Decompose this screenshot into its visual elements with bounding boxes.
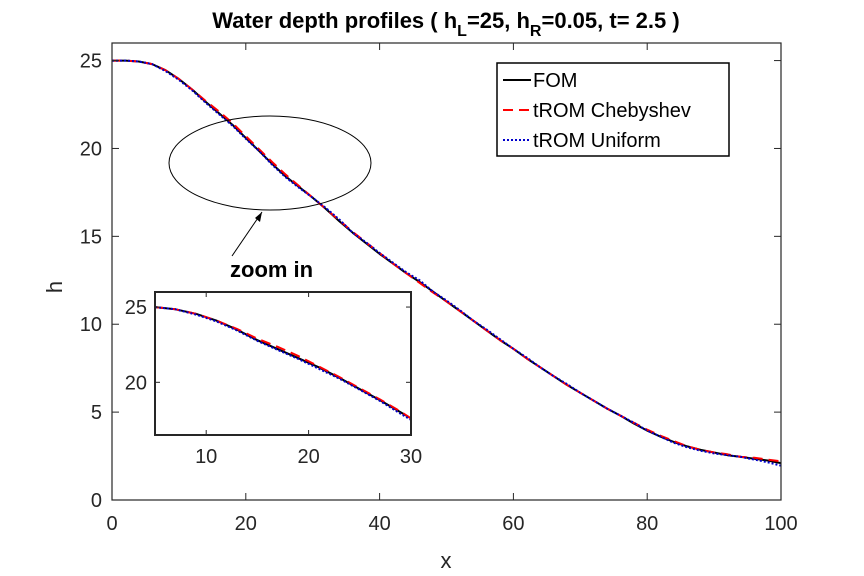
inset-series-line-2 — [155, 306, 411, 421]
main-x-tick-label-0: 0 — [106, 513, 117, 535]
main-y-tick-label-3: 15 — [80, 226, 102, 248]
legend-entry-2: tROM Uniform — [533, 130, 661, 152]
inset-y-tick-label-0: 20 — [125, 372, 147, 394]
main-series-lines — [112, 59, 781, 467]
legend-box — [496, 62, 730, 157]
main-y-tick-label-4: 20 — [80, 138, 102, 160]
main-x-tick-label-3: 60 — [502, 513, 524, 535]
main-axes-frame — [111, 42, 782, 501]
main-y-tick-label-1: 5 — [91, 402, 102, 424]
main-y-tick-label-0: 0 — [91, 490, 102, 512]
inset-x-tick-label-1: 20 — [297, 446, 319, 468]
inset-series-lines — [155, 306, 411, 421]
inset-plot: 10 20 30 20 25 — [125, 291, 422, 468]
inset-series-line-1 — [155, 306, 411, 420]
main-x-tick-label-2: 40 — [368, 513, 390, 535]
inset-y-tick-label-1: 25 — [125, 297, 147, 319]
inset-x-tick-label-2: 30 — [400, 446, 422, 468]
main-x-tick-label-1: 20 — [235, 513, 257, 535]
zoom-ellipse — [168, 115, 372, 211]
legend-entry-0: FOM — [533, 70, 577, 92]
main-series-line-1 — [112, 59, 781, 463]
inset-plot-background — [155, 292, 411, 435]
main-x-tick-label-5: 100 — [764, 513, 797, 535]
inset-x-tick-label-0: 10 — [195, 446, 217, 468]
main-y-tick-label-5: 25 — [80, 51, 102, 73]
x-axis-label: x — [441, 548, 452, 573]
chart-title: Water depth profiles ( hL=25, hR=0.05, t… — [212, 8, 679, 40]
zoom-annotation: zoom in — [168, 115, 372, 282]
zoom-label: zoom in — [230, 257, 313, 282]
main-y-tick-label-2: 10 — [80, 314, 102, 336]
legend: FOM tROM Chebyshev tROM Uniform — [496, 62, 730, 157]
zoom-arrow-head — [255, 212, 262, 222]
main-x-tick-label-4: 80 — [636, 513, 658, 535]
y-axis-label: h — [42, 281, 67, 293]
legend-entry-1: tROM Chebyshev — [533, 100, 691, 122]
inset-axes-frame — [154, 291, 412, 436]
